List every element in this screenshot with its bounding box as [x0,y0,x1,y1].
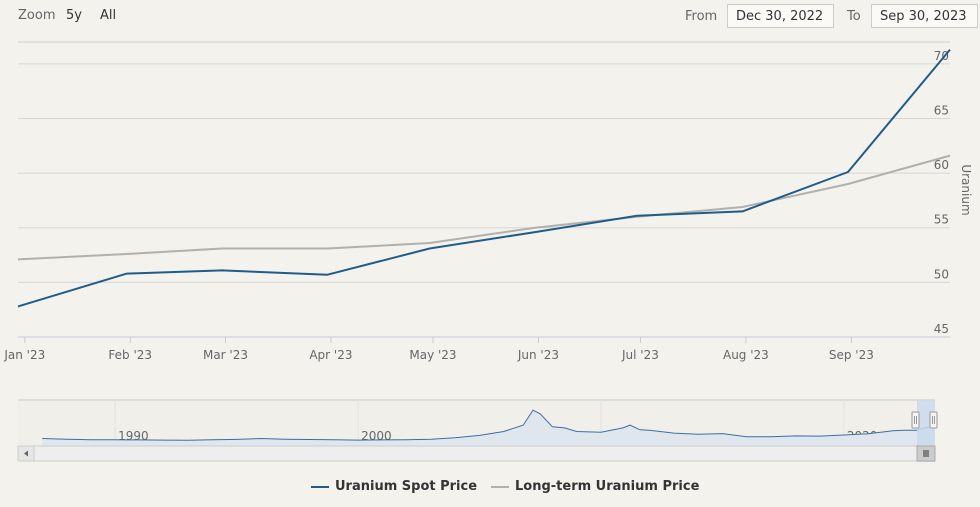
x-tick-label: Sep '23 [829,348,874,362]
y-gridlines [18,41,950,283]
legend-label-spot: Uranium Spot Price [335,479,478,494]
x-tick-label: Aug '23 [723,348,769,362]
x-tick-label: Jan '23 [3,348,45,362]
range-toolbar: Zoom 5y All From To [0,0,980,34]
y-tick-labels: 45 50 55 60 65 70 [934,49,949,336]
series-lines [17,48,951,308]
legend-item-spot[interactable]: Uranium Spot Price [311,479,477,494]
navigator-area [42,410,936,446]
y-axis-title: Uranium [959,164,973,215]
legend-swatch-spot [311,485,329,488]
from-date-input[interactable] [727,4,834,28]
y-tick-label: 50 [934,267,949,281]
longterm-price-line[interactable] [17,154,951,261]
x-tick-label: Mar '23 [203,348,248,362]
to-label: To [847,9,861,24]
navigator: 1990200020102020 [18,399,938,462]
zoom-5y-button[interactable]: 5y [66,8,82,23]
chart-legend: Uranium Spot Price Long-term Uranium Pri… [0,479,980,499]
x-tick-label: Feb '23 [108,348,152,362]
y-tick-label: 60 [934,158,949,172]
spot-price-line[interactable] [17,48,951,308]
zoom-label: Zoom [18,8,56,23]
legend-swatch-longterm [491,485,509,488]
navigator-right-handle[interactable] [929,411,938,429]
x-tick-label: Jul '23 [621,348,659,362]
zoom-all-button[interactable]: All [100,8,117,23]
legend-item-longterm[interactable]: Long-term Uranium Price [491,479,699,494]
navigator-left-handle[interactable] [911,411,920,429]
scrollbar-track[interactable] [17,445,936,462]
navigator-line [42,409,936,441]
scroll-left-icon [24,450,28,457]
x-tick-label: Apr '23 [309,348,352,362]
x-tick-labels: Jan '23 Feb '23 Mar '23 Apr '23 May '23 Jun '… [3,337,874,362]
navigator-scrollbar[interactable] [17,445,936,462]
y-tick-label: 55 [934,213,949,227]
to-date-input[interactable] [871,4,978,28]
x-tick-label: May '23 [409,348,456,362]
x-tick-label: Jun '23 [517,348,559,362]
y-tick-label: 65 [934,103,949,117]
from-label: From [685,9,718,24]
y-tick-label: 70 [934,49,949,63]
y-tick-label: 45 [934,322,949,336]
legend-label-longterm: Long-term Uranium Price [515,479,700,494]
